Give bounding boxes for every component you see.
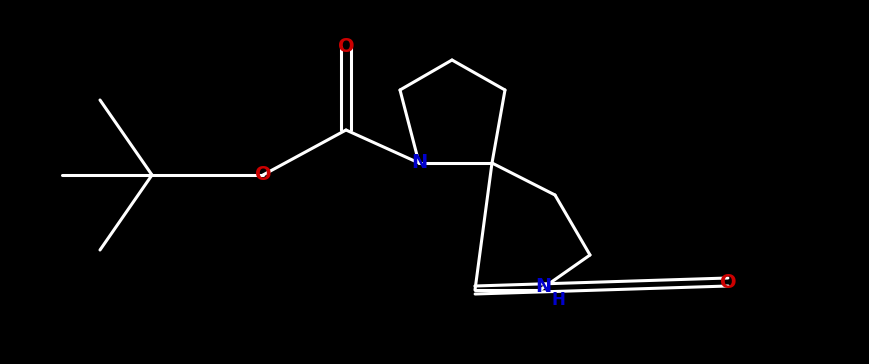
- Text: N: N: [535, 277, 551, 297]
- Text: N: N: [411, 154, 428, 173]
- Text: O: O: [255, 166, 271, 185]
- Text: H: H: [551, 291, 565, 309]
- Text: O: O: [338, 37, 355, 56]
- Text: O: O: [720, 273, 736, 292]
